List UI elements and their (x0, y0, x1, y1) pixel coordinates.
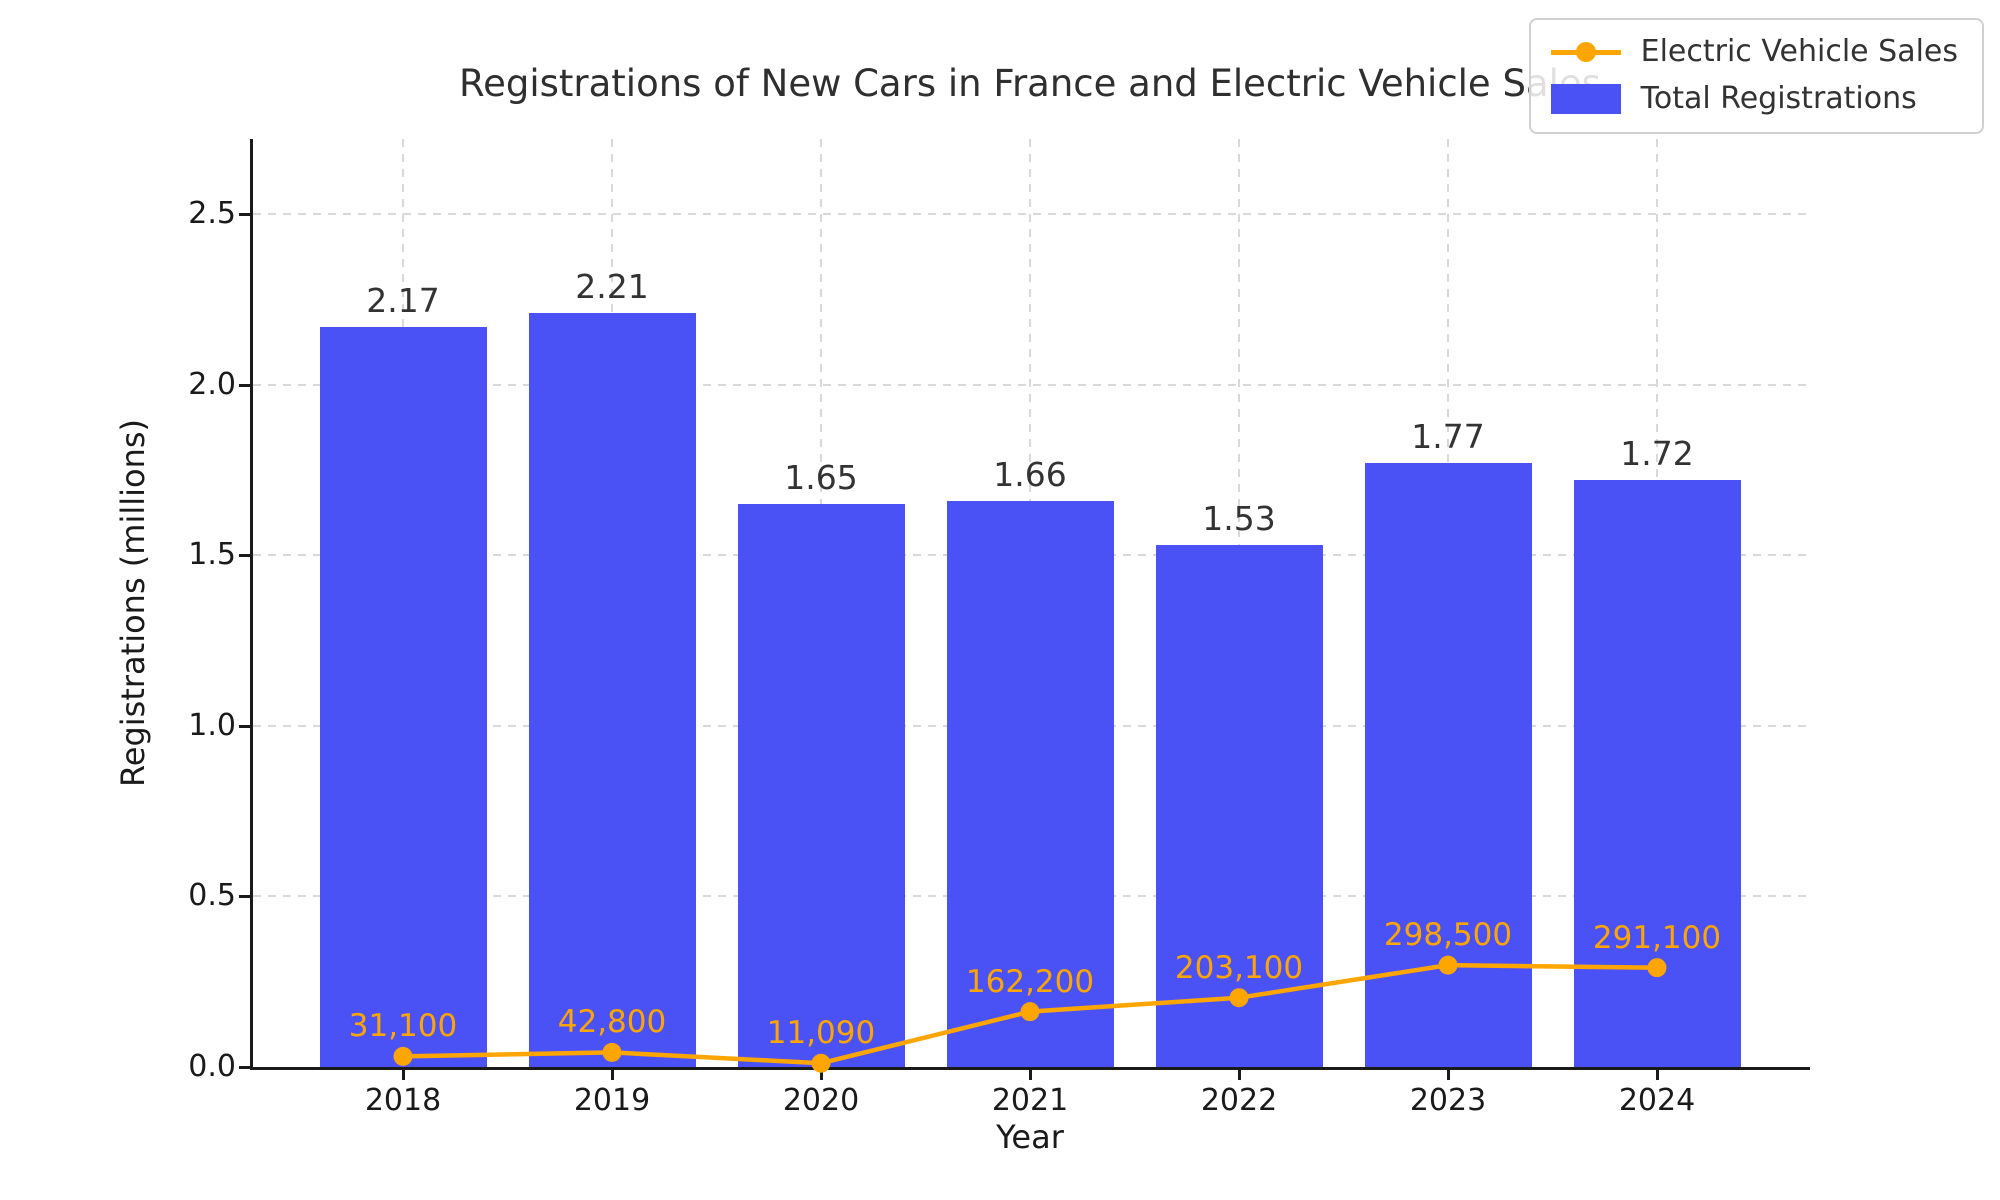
total-registrations-bar (946, 500, 1114, 1067)
bar-value-label: 2.21 (575, 267, 649, 306)
x-tick-label: 2019 (573, 1083, 651, 1118)
ev-sales-point (602, 1042, 622, 1062)
legend-label-ev-sales: Electric Vehicle Sales (1640, 34, 1958, 69)
x-tick-mark (820, 1067, 823, 1080)
y-tick-label: 0.5 (188, 878, 236, 914)
ev-sales-point (811, 1053, 831, 1073)
x-tick-mark (1656, 1067, 1659, 1080)
total-registrations-bar (319, 326, 487, 1067)
ev-sales-point (1229, 988, 1249, 1008)
ev-sales-point-label: 31,100 (348, 1008, 458, 1045)
bar-value-label: 1.53 (1202, 499, 1276, 538)
ev-sales-point-label: 203,100 (1174, 949, 1304, 986)
bar-value-label: 1.66 (993, 454, 1067, 494)
x-tick-label: 2022 (1200, 1083, 1278, 1118)
legend-item-electric-vehicle-sales: Electric Vehicle Sales (1550, 34, 1958, 69)
plot-area: 2.17 2.21 1.65 1.66 1.53 1.77 1.72 31,100 42,800… (253, 139, 1807, 1073)
y-tick-label: 0.0 (188, 1049, 236, 1084)
x-tick-mark (611, 1067, 614, 1080)
x-tick-label: 2021 (991, 1083, 1069, 1118)
ev-sales-point-label: 298,500 (1383, 917, 1513, 954)
x-tick-label: 2024 (1618, 1083, 1696, 1118)
y-axis-spine (250, 139, 253, 1070)
y-tick-mark (239, 213, 252, 217)
bar-swatch-icon (1550, 83, 1621, 114)
ev-sales-point-label: 42,800 (557, 1004, 667, 1041)
legend-label-total-registrations: Total Registrations (1640, 81, 1917, 116)
x-tick-label: 2020 (782, 1083, 860, 1118)
ev-sales-point (1020, 1002, 1040, 1022)
y-tick-mark (239, 554, 252, 558)
legend-item-total-registrations: Total Registrations (1550, 81, 1958, 116)
ev-sales-point-label: 162,200 (965, 963, 1095, 1000)
legend: Electric Vehicle Sales Total Registratio… (1528, 18, 1984, 134)
y-tick-mark (239, 1066, 252, 1069)
bar-value-label: 1.65 (784, 458, 858, 498)
y-tick-mark (239, 724, 252, 728)
y-tick-label: 1.5 (188, 537, 236, 573)
x-tick-mark (402, 1067, 405, 1080)
x-axis-label: Year (996, 1118, 1064, 1156)
x-tick-mark (1238, 1067, 1241, 1080)
y-tick-mark (239, 895, 252, 899)
line-dot-marker-icon (1550, 37, 1621, 67)
total-registrations-bar (737, 504, 905, 1067)
ev-sales-point (393, 1046, 413, 1066)
ev-sales-point (1647, 958, 1667, 978)
bar-value-label: 2.17 (366, 280, 440, 320)
bar-value-label: 1.72 (1620, 434, 1694, 474)
ev-sales-point-label: 291,100 (1592, 919, 1722, 956)
total-registrations-bar (1155, 545, 1323, 1067)
total-registrations-bar (528, 313, 696, 1067)
y-tick-label: 1.0 (188, 707, 236, 743)
y-tick-mark (239, 383, 252, 387)
ev-sales-point-label: 11,090 (766, 1015, 876, 1052)
x-tick-label: 2023 (1409, 1083, 1487, 1118)
ev-sales-point (1438, 955, 1458, 975)
x-tick-mark (1029, 1067, 1032, 1080)
x-tick-mark (1447, 1067, 1450, 1080)
y-tick-label: 2.5 (188, 196, 236, 232)
y-tick-label: 2.0 (188, 366, 236, 402)
chart-title: Registrations of New Cars in France and … (459, 62, 1601, 105)
bar-value-label: 1.77 (1411, 417, 1485, 457)
x-tick-label: 2018 (364, 1083, 442, 1118)
ev-sales-line (393, 955, 1667, 1073)
